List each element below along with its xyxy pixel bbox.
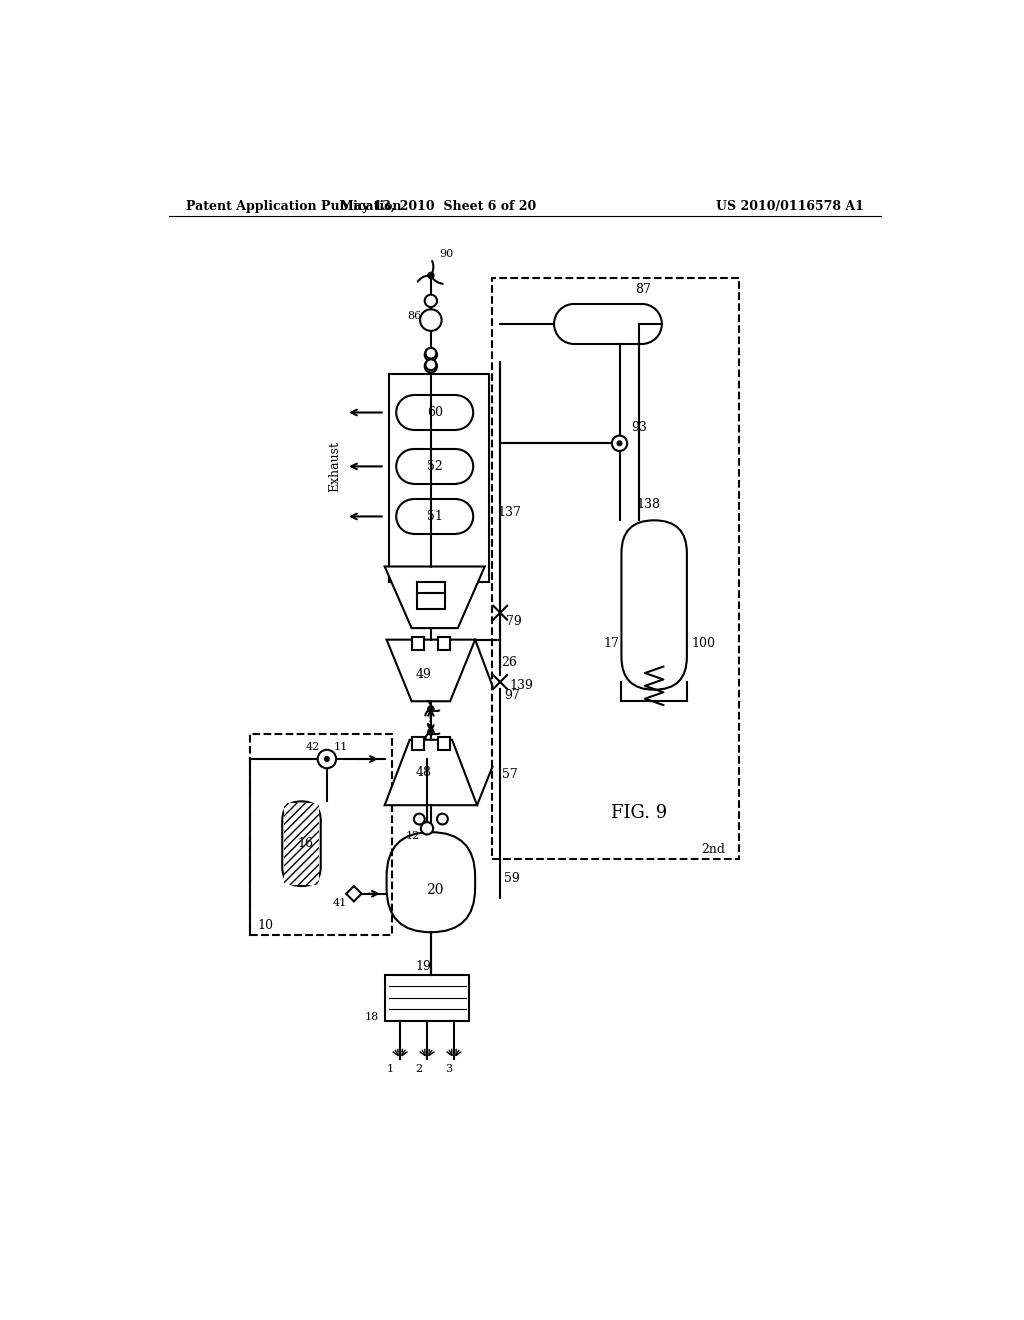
Bar <box>396 499 473 533</box>
FancyBboxPatch shape <box>283 801 321 886</box>
Text: 3: 3 <box>445 1064 453 1073</box>
Text: 139: 139 <box>510 680 534 693</box>
Circle shape <box>425 294 437 308</box>
Text: 60: 60 <box>427 407 442 418</box>
Circle shape <box>425 360 437 372</box>
Text: 59: 59 <box>504 871 519 884</box>
Text: Patent Application Publication: Patent Application Publication <box>186 199 401 213</box>
Bar <box>396 449 473 483</box>
Circle shape <box>611 436 628 451</box>
Circle shape <box>420 309 441 331</box>
Bar <box>396 395 473 430</box>
Circle shape <box>425 348 437 360</box>
Bar <box>385 974 469 1020</box>
Text: 100: 100 <box>691 638 715 649</box>
Text: 17: 17 <box>603 638 620 649</box>
Text: 138: 138 <box>636 499 660 511</box>
Text: 57: 57 <box>502 768 517 781</box>
Bar <box>412 738 424 750</box>
Text: 97: 97 <box>504 689 519 702</box>
Bar <box>414 449 456 483</box>
FancyBboxPatch shape <box>622 520 687 689</box>
Text: 93: 93 <box>631 421 647 434</box>
Text: 52: 52 <box>427 459 442 473</box>
Text: 79: 79 <box>506 615 522 628</box>
Circle shape <box>617 441 622 446</box>
Circle shape <box>421 822 433 834</box>
Text: 20: 20 <box>426 883 443 896</box>
Polygon shape <box>385 566 484 628</box>
Text: 1: 1 <box>386 1064 393 1073</box>
Text: 18: 18 <box>365 1012 379 1022</box>
Text: 49: 49 <box>415 668 431 681</box>
Circle shape <box>317 750 336 768</box>
Bar <box>493 277 739 859</box>
Text: May 13, 2010  Sheet 6 of 20: May 13, 2010 Sheet 6 of 20 <box>340 199 537 213</box>
Bar <box>414 499 456 533</box>
Text: US 2010/0116578 A1: US 2010/0116578 A1 <box>716 199 863 213</box>
Text: 42: 42 <box>306 742 321 752</box>
Text: 86: 86 <box>407 312 421 321</box>
Text: 26: 26 <box>502 656 517 669</box>
Circle shape <box>425 348 436 359</box>
Polygon shape <box>385 739 477 805</box>
Text: 19: 19 <box>415 961 431 973</box>
Circle shape <box>414 813 425 825</box>
Text: 12: 12 <box>407 832 420 841</box>
Bar <box>250 734 392 935</box>
Text: 10: 10 <box>258 919 273 932</box>
Text: 41: 41 <box>333 898 347 908</box>
Text: 137: 137 <box>498 506 521 519</box>
Circle shape <box>425 359 436 370</box>
Text: 11: 11 <box>334 742 348 752</box>
Text: 90: 90 <box>439 249 454 259</box>
Circle shape <box>428 729 434 735</box>
Text: 2nd: 2nd <box>701 843 725 857</box>
Bar <box>412 638 424 649</box>
Text: 87: 87 <box>635 282 650 296</box>
Circle shape <box>325 756 330 762</box>
Bar <box>417 582 444 598</box>
Text: Exhaust: Exhaust <box>328 441 341 492</box>
Text: 16: 16 <box>297 837 313 850</box>
Circle shape <box>428 706 434 711</box>
Polygon shape <box>346 886 361 902</box>
Bar <box>438 738 451 750</box>
Bar <box>284 803 319 884</box>
Circle shape <box>428 272 434 279</box>
Circle shape <box>437 813 447 825</box>
Bar <box>438 638 451 649</box>
Bar <box>417 594 444 609</box>
Text: 48: 48 <box>415 766 431 779</box>
Text: 50: 50 <box>415 591 431 603</box>
Polygon shape <box>387 640 475 701</box>
Bar <box>414 395 456 430</box>
Bar <box>574 304 642 345</box>
Text: 2: 2 <box>416 1064 423 1073</box>
Text: FIG. 9: FIG. 9 <box>610 804 667 822</box>
Text: 51: 51 <box>427 510 442 523</box>
FancyBboxPatch shape <box>387 832 475 932</box>
